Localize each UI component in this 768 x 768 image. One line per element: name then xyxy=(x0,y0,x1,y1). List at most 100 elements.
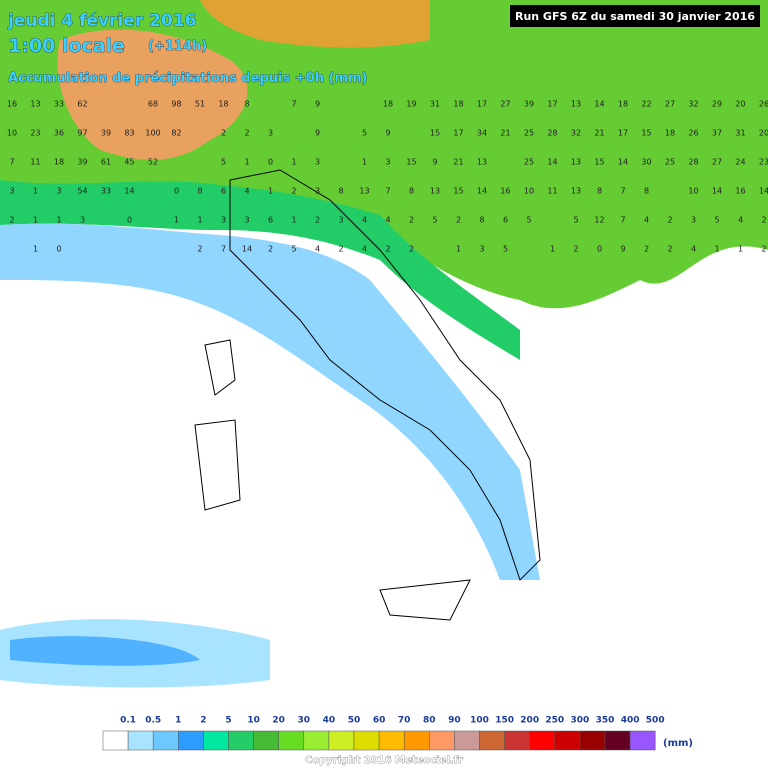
grid-value: 8 xyxy=(479,216,484,225)
grid-value: 27 xyxy=(712,158,722,167)
legend-swatch xyxy=(529,730,556,751)
precip-blue xyxy=(0,223,540,581)
legend-swatch xyxy=(303,730,330,751)
grid-value: 83 xyxy=(124,129,134,138)
grid-value: 2 xyxy=(291,187,296,196)
grid-value: 9 xyxy=(385,129,390,138)
legend: 0.1 0.5 1 2 5 10 20 30 40 50 60 70 80 90 100 150 200 250 3… xyxy=(102,716,665,751)
grid-value: 26 xyxy=(688,129,698,138)
grid-value: 1 xyxy=(174,216,179,225)
grid-value: 1 xyxy=(738,245,743,254)
grid-value: 18 xyxy=(453,100,463,109)
grid-value: 2 xyxy=(573,245,578,254)
grid-value: 1 xyxy=(291,216,296,225)
grid-value: 9 xyxy=(620,245,625,254)
grid-value: 8 xyxy=(338,187,343,196)
grid-value: 9 xyxy=(432,158,437,167)
grid-value: 68 xyxy=(148,100,158,109)
grid-value: 8 xyxy=(644,187,649,196)
grid-value: 6 xyxy=(221,187,226,196)
legend-swatch xyxy=(554,730,581,751)
grid-value: 13 xyxy=(30,100,40,109)
grid-value: 2 xyxy=(761,216,766,225)
run-box xyxy=(510,5,760,27)
grid-value: 5 xyxy=(432,216,437,225)
grid-value: 1 xyxy=(33,187,38,196)
precip-south-core xyxy=(10,636,200,666)
precip-teal xyxy=(0,180,520,360)
grid-value: 15 xyxy=(453,187,463,196)
grid-value: 23 xyxy=(30,129,40,138)
grid-value: 98 xyxy=(171,100,181,109)
grid-value: 54 xyxy=(77,187,87,196)
grid-value: 18 xyxy=(54,158,64,167)
grid-value: 5 xyxy=(503,245,508,254)
grid-value: 15 xyxy=(430,129,440,138)
grid-value: 4 xyxy=(644,216,649,225)
grid-value: 62 xyxy=(77,100,87,109)
legend-swatch xyxy=(479,730,505,751)
grid-value: 0 xyxy=(127,216,132,225)
grid-value: 21 xyxy=(453,158,463,167)
legend-label: 1 xyxy=(175,716,181,726)
grid-value: 15 xyxy=(641,129,651,138)
grid-value: 2 xyxy=(268,245,273,254)
grid-value: 5 xyxy=(362,129,367,138)
legend-swatch xyxy=(253,730,279,751)
grid-value: 2 xyxy=(9,216,14,225)
grid-value: 27 xyxy=(500,100,510,109)
grid-value: 1 xyxy=(56,216,61,225)
precip-alps xyxy=(57,29,248,160)
grid-value: 5 xyxy=(714,216,719,225)
legend-swatch xyxy=(328,730,355,751)
legend-swatch xyxy=(429,730,455,751)
grid-value: 23 xyxy=(759,158,768,167)
grid-value: 18 xyxy=(218,100,228,109)
grid-value: 9 xyxy=(315,129,320,138)
grid-value: 1 xyxy=(456,245,461,254)
legend-label: 0.5 xyxy=(145,716,161,726)
legend-label: 30 xyxy=(298,716,311,726)
grid-value: 6 xyxy=(503,216,508,225)
legend-label: 50 xyxy=(348,716,361,726)
grid-value: 0 xyxy=(56,245,61,254)
grid-value: 18 xyxy=(665,129,675,138)
grid-value: 24 xyxy=(735,158,745,167)
legend-label: 20 xyxy=(272,716,285,726)
grid-value: 32 xyxy=(688,100,698,109)
grid-value: 3 xyxy=(9,187,14,196)
lead-time: (+114h) xyxy=(148,39,207,54)
grid-value: 2 xyxy=(644,245,649,254)
grid-value: 16 xyxy=(735,187,745,196)
grid-value: 14 xyxy=(477,187,487,196)
grid-value: 3 xyxy=(221,216,226,225)
legend-label: 250 xyxy=(545,716,564,726)
grid-value: 2 xyxy=(667,245,672,254)
legend-swatch xyxy=(629,730,656,751)
grid-value: 2 xyxy=(385,245,390,254)
legend-label: 0.1 xyxy=(120,716,136,726)
grid-value: 10 xyxy=(688,187,698,196)
grid-value: 37 xyxy=(712,129,722,138)
grid-value: 8 xyxy=(244,100,249,109)
legend-label: 90 xyxy=(448,716,461,726)
grid-value: 1 xyxy=(550,245,555,254)
grid-value: 33 xyxy=(54,100,64,109)
legend-label: 300 xyxy=(571,716,590,726)
grid-value: 14 xyxy=(547,158,557,167)
grid-value: 7 xyxy=(385,187,390,196)
grid-value: 0 xyxy=(268,158,273,167)
grid-value: 14 xyxy=(759,187,768,196)
legend-swatch xyxy=(403,730,430,751)
grid-value: 14 xyxy=(242,245,252,254)
grid-value: 19 xyxy=(406,100,416,109)
legend-swatch xyxy=(378,730,405,751)
legend-label: 150 xyxy=(495,716,514,726)
coastline-islands xyxy=(194,339,471,621)
legend-label: 5 xyxy=(225,716,231,726)
grid-value: 8 xyxy=(409,187,414,196)
grid-value: 2 xyxy=(761,245,766,254)
legend-label: 500 xyxy=(646,716,665,726)
legend-label: 80 xyxy=(423,716,436,726)
grid-value: 9 xyxy=(315,100,320,109)
